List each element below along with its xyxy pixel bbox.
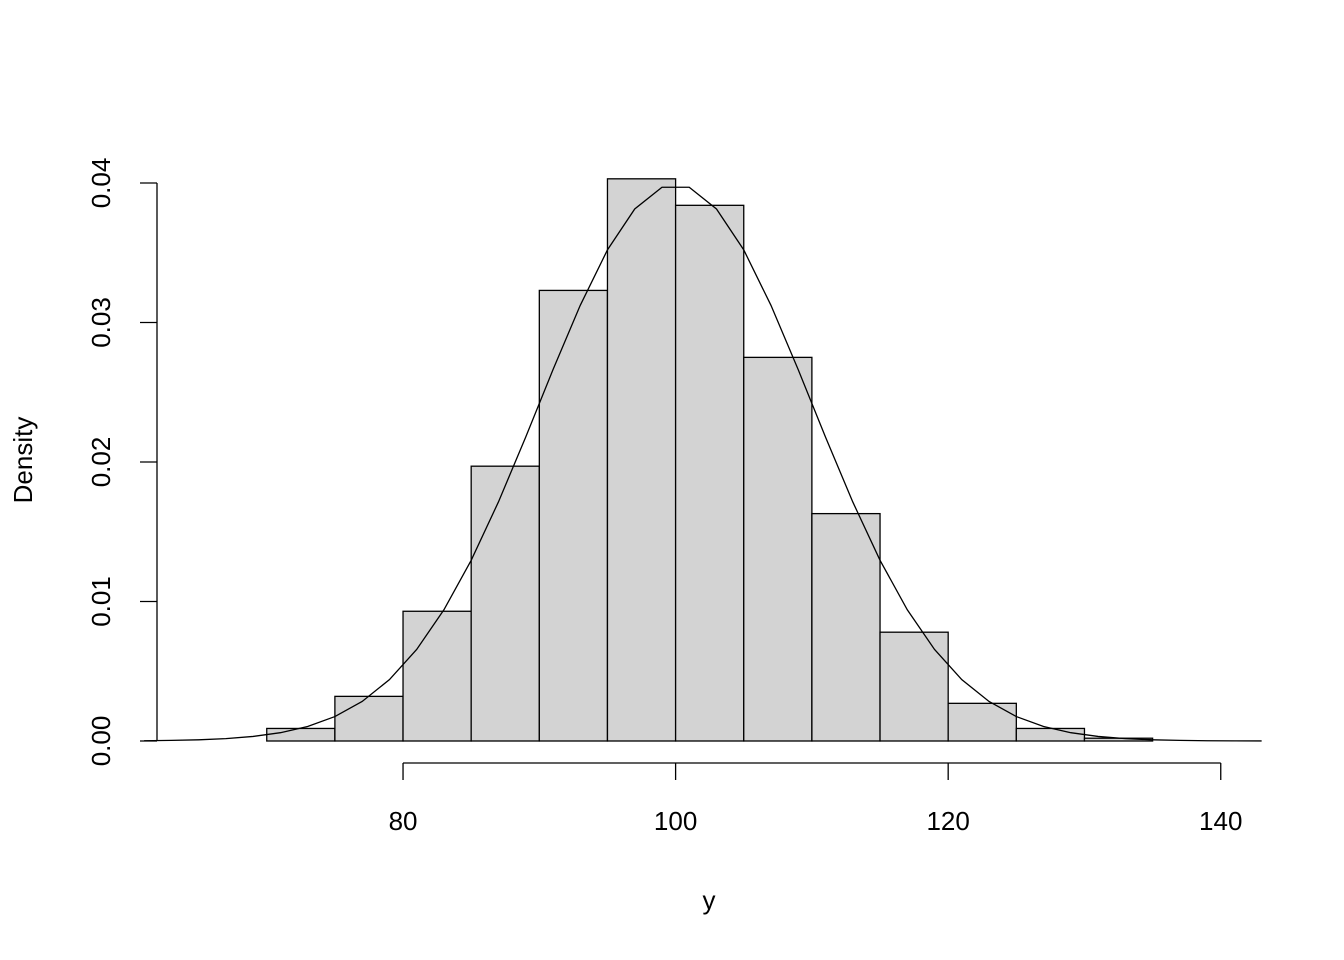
x-tick-label: 140 [1199,806,1242,836]
bar [879,631,949,742]
bar [334,695,404,742]
x-axis-label: y [703,885,716,915]
bar [470,465,540,742]
y-tick-label: 0.04 [86,158,116,209]
bar [743,356,813,742]
bar [402,610,472,742]
bar [606,178,677,742]
y-tick-label: 0.00 [86,716,116,767]
bar [538,289,609,742]
x-tick-label: 80 [389,806,418,836]
bar [674,204,745,742]
y-tick-label: 0.03 [86,297,116,348]
y-tick-label: 0.02 [86,437,116,488]
bar [947,702,1017,742]
density-curve [144,186,1262,742]
bar [266,727,336,742]
x-tick-label: 100 [654,806,697,836]
bar [1015,727,1086,742]
y-axis-label: Density [8,417,38,504]
bar [811,512,881,742]
y-tick-label: 0.01 [86,576,116,627]
x-tick-label: 120 [926,806,969,836]
